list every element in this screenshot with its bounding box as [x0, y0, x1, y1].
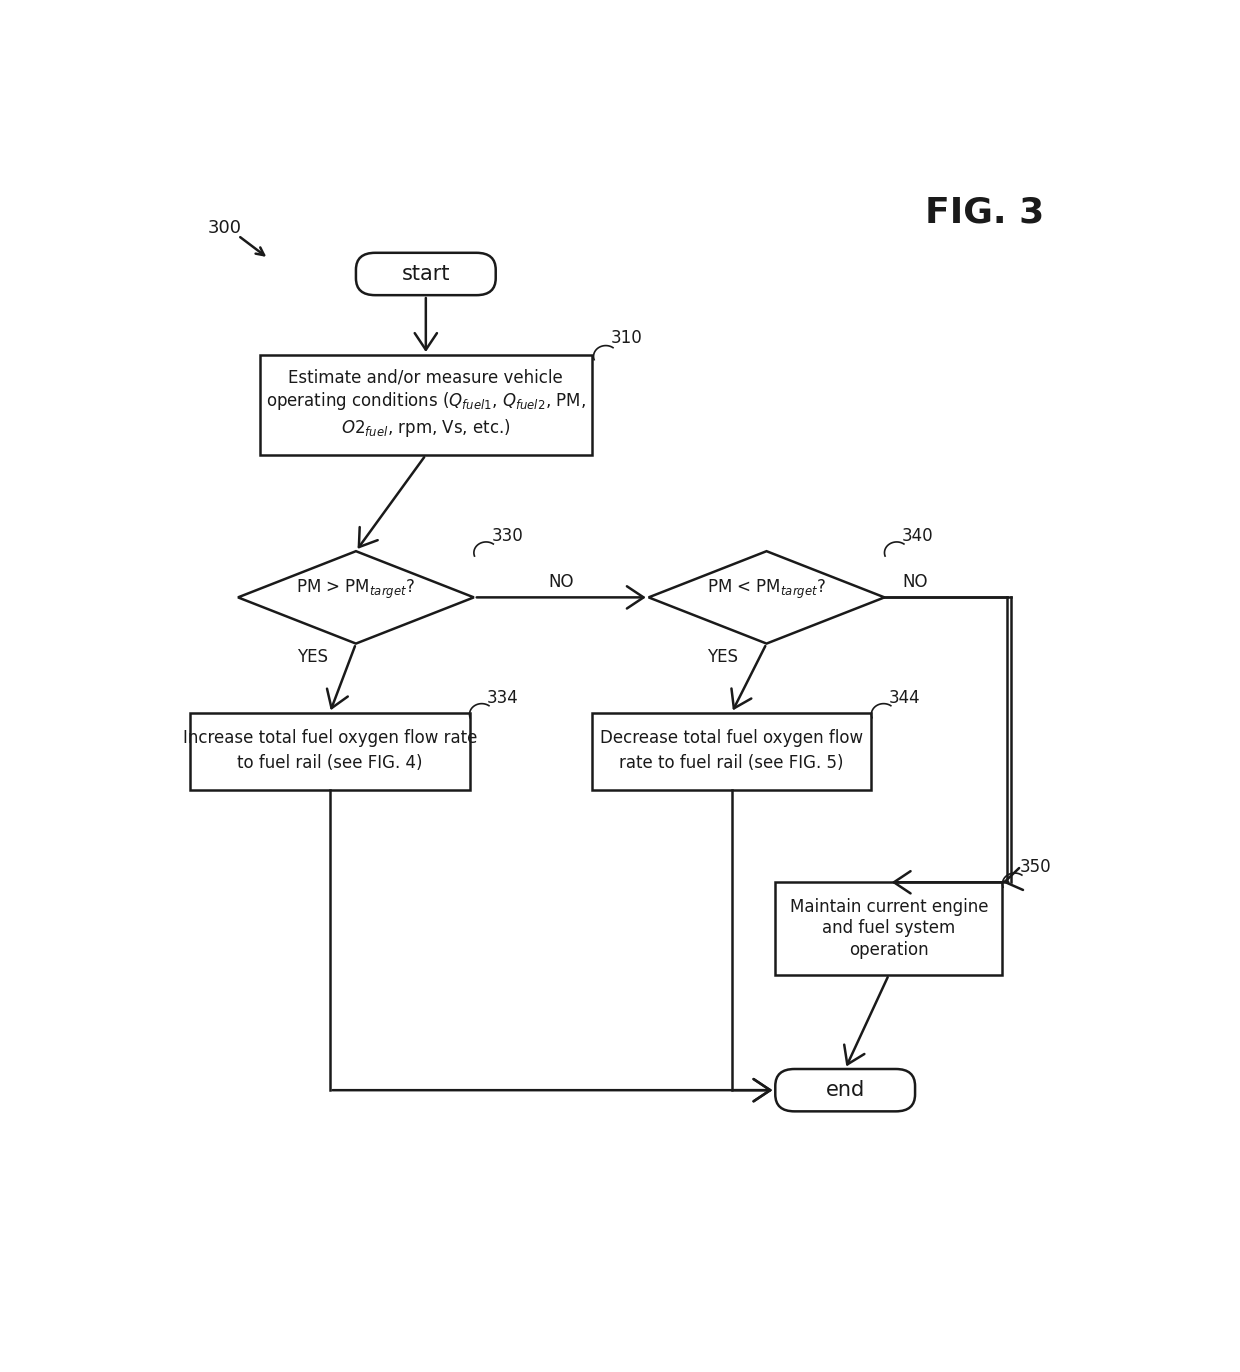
Bar [775, 882, 1002, 974]
Text: start: start [402, 263, 450, 284]
Bar [190, 713, 470, 790]
FancyBboxPatch shape [775, 1069, 915, 1111]
Text: PM < PM$_{target}$?: PM < PM$_{target}$? [707, 578, 826, 601]
Text: and fuel system: and fuel system [822, 919, 956, 937]
Text: Decrease total fuel oxygen flow: Decrease total fuel oxygen flow [600, 729, 863, 746]
Text: 344: 344 [889, 689, 920, 707]
Polygon shape [649, 552, 884, 643]
Text: $O2_{fuel}$, rpm, Vs, etc.): $O2_{fuel}$, rpm, Vs, etc.) [341, 417, 511, 439]
Text: rate to fuel rail (see FIG. 5): rate to fuel rail (see FIG. 5) [619, 755, 844, 772]
Text: to fuel rail (see FIG. 4): to fuel rail (see FIG. 4) [237, 755, 423, 772]
FancyBboxPatch shape [356, 252, 496, 295]
Bar [591, 713, 872, 790]
Text: Maintain current engine: Maintain current engine [790, 897, 988, 916]
Text: NO: NO [548, 573, 574, 591]
Text: PM > PM$_{target}$?: PM > PM$_{target}$? [296, 578, 415, 601]
Text: operating conditions ($Q_{fuel1}$, $Q_{fuel2}$, PM,: operating conditions ($Q_{fuel1}$, $Q_{f… [265, 390, 585, 412]
Text: 334: 334 [487, 689, 518, 707]
Text: YES: YES [296, 649, 327, 667]
Text: Increase total fuel oxygen flow rate: Increase total fuel oxygen flow rate [182, 729, 477, 746]
Text: 310: 310 [611, 329, 642, 347]
Bar [260, 355, 591, 456]
Text: FIG. 3: FIG. 3 [925, 195, 1044, 229]
Text: operation: operation [849, 941, 929, 959]
Text: 340: 340 [901, 527, 934, 545]
Text: end: end [826, 1080, 864, 1100]
Polygon shape [238, 552, 474, 643]
Text: Estimate and/or measure vehicle: Estimate and/or measure vehicle [289, 369, 563, 387]
Text: NO: NO [901, 573, 928, 591]
Text: 350: 350 [1019, 858, 1052, 877]
Text: 300: 300 [208, 218, 242, 237]
Text: 330: 330 [491, 527, 523, 545]
Text: YES: YES [707, 649, 738, 667]
